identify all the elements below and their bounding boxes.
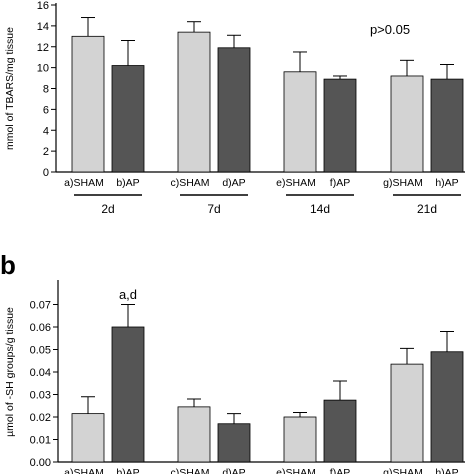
- panel-b-chart: 0.00 0.01 0.02 0.03 0.04 0.05 0.06 0.07 µmol of …: [0, 250, 465, 474]
- category-label: c)SHAM: [170, 177, 209, 189]
- y-tick-label: 8: [43, 84, 49, 96]
- bar: [177, 406, 211, 463]
- bar: [323, 78, 357, 173]
- bar: [111, 65, 145, 173]
- bar: [430, 351, 464, 463]
- panel-a-chart: 0 2 4 6 8 10 12 14 16 mmol of TBARS/mg tissue a)SH…: [4, 0, 465, 216]
- y-tick-label: 0.04: [30, 367, 51, 379]
- category-label: f)AP: [330, 467, 350, 474]
- y-tick-label: 0.00: [30, 457, 51, 469]
- annotation: p>0.05: [370, 22, 410, 37]
- category-label: f)AP: [330, 177, 350, 189]
- group-label: 21d: [417, 202, 437, 216]
- category-label: g)SHAM: [383, 467, 423, 474]
- bar: [430, 78, 464, 173]
- y-tick-label: 0.07: [30, 300, 51, 312]
- category-label: e)SHAM: [276, 467, 316, 474]
- category-label: h)AP: [435, 177, 458, 189]
- category-label: b)AP: [116, 177, 139, 189]
- bar: [390, 75, 424, 173]
- bar: [283, 416, 317, 463]
- y-tick-label: 0.06: [30, 322, 51, 334]
- bar: [71, 413, 105, 463]
- bar: [217, 47, 251, 173]
- y-tick-label: 0.05: [30, 345, 51, 357]
- y-tick-label: 2: [43, 146, 49, 158]
- bar: [217, 423, 251, 463]
- group-label: 2d: [101, 202, 114, 216]
- category-label: e)SHAM: [276, 177, 316, 189]
- y-axis-label: mmol of TBARS/mg tissue: [4, 27, 16, 150]
- y-tick-label: 10: [37, 63, 49, 75]
- category-label: a)SHAM: [64, 177, 104, 189]
- category-label: d)AP: [222, 177, 245, 189]
- y-tick-label: 6: [43, 104, 49, 116]
- y-tick-label: 0.02: [30, 412, 51, 424]
- bar: [71, 35, 105, 173]
- y-tick-label: 14: [37, 21, 49, 33]
- y-axis-label: µmol of -SH groups/g tissue: [4, 307, 16, 437]
- group-label: 7d: [207, 202, 220, 216]
- bar: [177, 31, 211, 173]
- y-tick-label: 0.01: [30, 435, 51, 447]
- category-label: d)AP: [222, 467, 245, 474]
- panel-letter: b: [0, 250, 16, 280]
- y-tick-label: 12: [37, 42, 49, 54]
- bar: [390, 363, 424, 463]
- y-tick-label: 0.03: [30, 390, 51, 402]
- bar: [323, 399, 357, 463]
- category-label: h)AP: [435, 467, 458, 474]
- group-label: 14d: [310, 202, 330, 216]
- y-tick-label: 4: [43, 125, 49, 137]
- bar: [283, 71, 317, 173]
- category-label: b)AP: [116, 467, 139, 474]
- category-label: c)SHAM: [170, 467, 209, 474]
- bar: [111, 326, 145, 463]
- category-label: a)SHAM: [64, 467, 104, 474]
- category-label: g)SHAM: [383, 177, 423, 189]
- y-tick-label: 16: [37, 0, 49, 12]
- annotation: a,d: [119, 287, 137, 302]
- y-tick-label: 0: [43, 167, 49, 179]
